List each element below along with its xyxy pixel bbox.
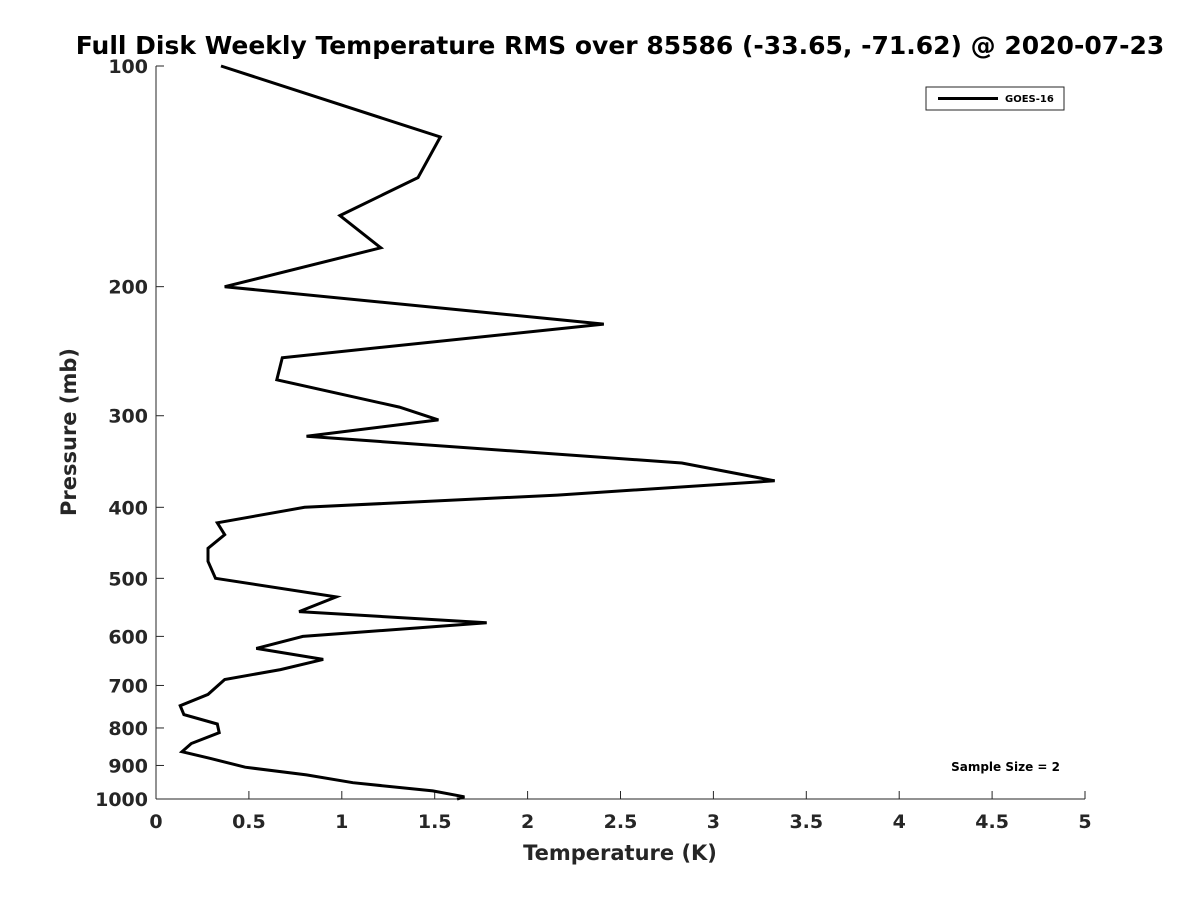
y-tick-label: 600: [108, 626, 148, 648]
x-tick-label: 5: [1078, 811, 1091, 833]
x-tick-label: 0.5: [232, 811, 266, 833]
chart-title: Full Disk Weekly Temperature RMS over 85…: [76, 31, 1165, 60]
legend-label: GOES-16: [1005, 94, 1054, 105]
x-tick-label: 4.5: [975, 811, 1009, 833]
x-tick-label: 3: [707, 811, 720, 833]
x-axis-label: Temperature (K): [523, 841, 717, 865]
sample-size-annotation: Sample Size = 2: [951, 760, 1060, 774]
y-tick-label: 800: [108, 718, 148, 740]
x-tick-label: 4: [893, 811, 906, 833]
y-tick-label: 300: [108, 406, 148, 428]
series-lines: [178, 64, 775, 801]
series-line-0: [178, 64, 775, 801]
x-tick-label: 0: [149, 811, 162, 833]
y-tick-label: 100: [108, 56, 148, 78]
y-ticks: 100 200 300 400 500 600 700 800 900 1000: [95, 56, 164, 811]
y-tick-label: 500: [108, 568, 148, 590]
axes: [155, 66, 1085, 800]
y-tick-label: 200: [108, 277, 148, 299]
legend: GOES-16: [925, 86, 1065, 111]
x-tick-label: 3.5: [789, 811, 823, 833]
x-tick-label: 1: [335, 811, 348, 833]
x-tick-label: 1.5: [418, 811, 452, 833]
y-tick-label: 400: [108, 497, 148, 519]
x-tick-label: 2.5: [604, 811, 638, 833]
y-tick-label: 700: [108, 675, 148, 697]
y-tick-label: 900: [108, 755, 148, 777]
x-ticks: 0 0.5 1 1.5 2 2.5 3 3.5 4 4.5 5: [149, 791, 1092, 833]
y-tick-label: 1000: [95, 789, 148, 811]
y-axis-label: Pressure (mb): [57, 348, 81, 516]
x-tick-label: 2: [521, 811, 534, 833]
